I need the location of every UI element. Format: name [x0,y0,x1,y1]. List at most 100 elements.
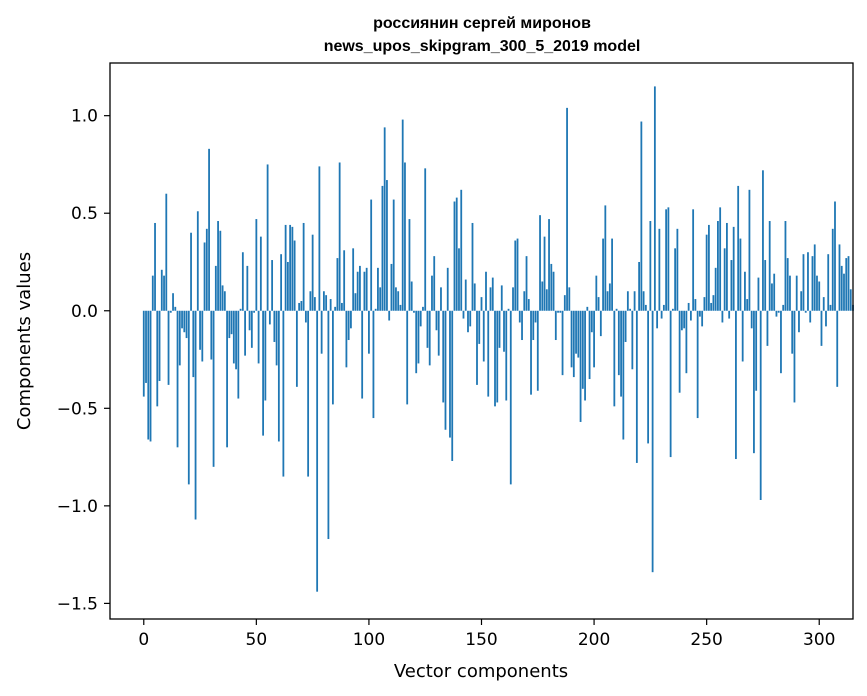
bar [386,180,388,311]
bar [354,293,357,311]
bar [822,297,825,311]
bar [563,295,566,311]
bar [771,283,773,311]
bar [244,310,246,356]
bar [827,254,830,311]
bar [217,221,219,311]
x-tick-label: 250 [690,630,722,650]
bar [341,302,343,311]
bar [185,310,188,339]
bar [428,310,431,366]
bar [678,310,681,393]
bar [424,168,427,311]
bar [498,310,501,348]
bar [507,308,510,311]
bar [289,224,292,311]
bar [665,209,668,311]
bar [298,302,301,311]
bar [374,308,377,311]
bar [849,289,852,311]
bar [408,219,411,311]
bar [631,310,634,370]
bar [149,310,152,442]
bar [789,275,791,311]
bar [552,271,555,311]
bar [795,275,798,311]
bar [178,310,181,366]
bar [527,299,530,311]
bar [638,261,641,311]
bar [223,291,226,311]
bar [728,310,731,319]
bar [399,304,402,311]
bar [581,310,584,389]
bar [669,310,672,458]
bar [764,260,767,311]
bar [496,310,499,403]
bar [431,275,433,311]
bar-series [142,86,854,592]
bar [791,310,794,354]
bar [230,310,233,335]
bar [250,310,253,348]
bar [548,219,550,311]
bar [307,310,310,477]
bar [521,310,523,341]
bar [608,283,611,311]
bar [525,256,528,311]
bar [228,310,231,339]
bar [604,205,607,311]
x-tick-label: 0 [138,630,149,650]
bar [377,267,379,311]
bar [401,119,404,311]
bar [624,310,627,342]
bar [568,287,571,311]
bar [512,287,514,311]
bar [793,310,796,403]
bar [775,310,778,317]
y-tick-label: −0.5 [57,399,98,419]
bar [494,310,496,407]
bar [572,310,575,378]
bar [442,310,445,403]
bar [352,248,355,311]
bar [390,263,393,311]
bar [732,226,735,311]
bar [714,267,717,311]
bar [816,275,818,311]
bar [313,297,316,311]
bar [843,273,845,311]
bar [291,226,294,311]
bar [647,310,650,444]
bar [482,310,485,362]
bar [253,310,255,313]
bar [226,310,228,448]
bar [383,127,386,311]
bar [478,310,481,344]
y-tick-label: 1.0 [71,107,98,127]
bar [345,310,348,368]
bar [480,297,483,311]
bar [584,310,586,401]
bar [834,201,836,311]
bar [599,310,602,337]
x-tick-label: 200 [578,630,610,650]
bar [284,224,287,311]
bar [550,263,553,311]
bar [545,289,548,311]
bar [701,310,704,327]
bar [392,199,395,311]
bar [257,310,260,364]
bar [262,310,264,436]
bar [410,281,413,311]
bar [446,267,449,311]
bar [726,222,728,311]
bar [503,310,505,352]
bar [530,310,532,395]
bar [239,308,242,311]
y-axis-ticks: −1.5 −1.0 −0.5 0.0 0.5 1.0 [57,107,110,614]
bar [232,310,235,364]
bar [755,310,758,391]
bar [820,310,823,346]
